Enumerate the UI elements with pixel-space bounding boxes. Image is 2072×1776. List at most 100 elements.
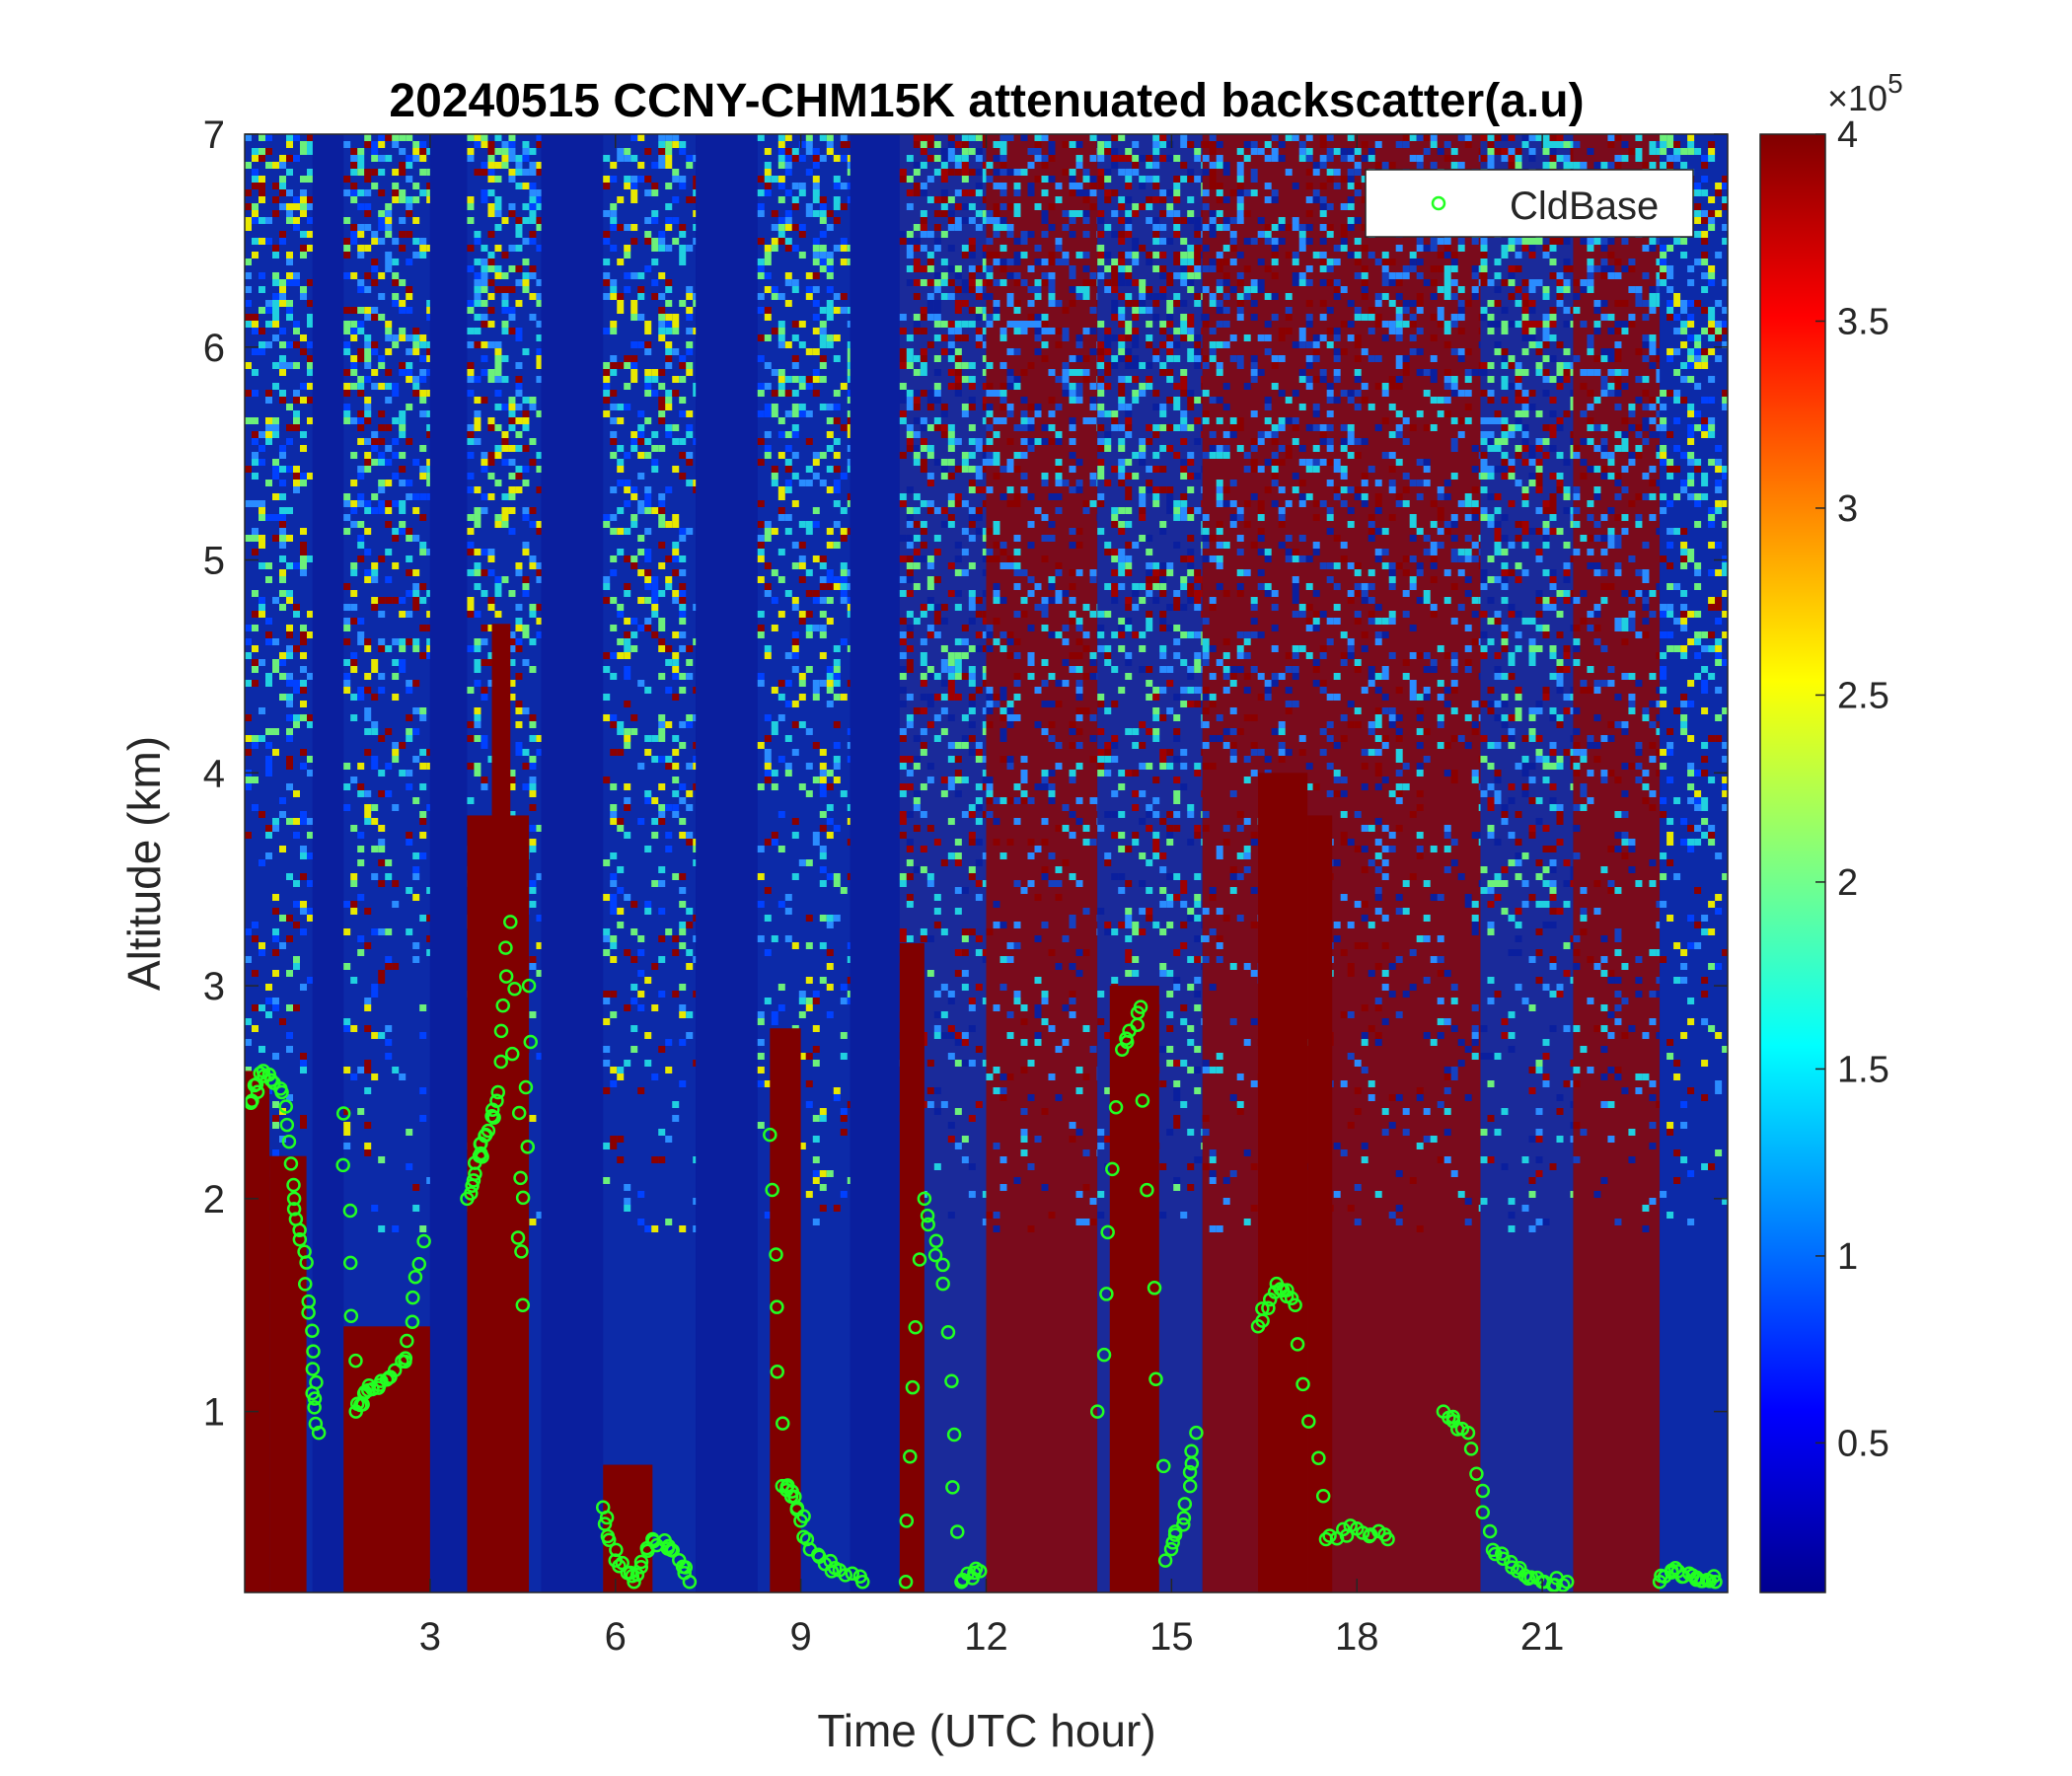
noise-pixel <box>272 1122 279 1129</box>
noise-pixel <box>343 673 351 680</box>
noise-pixel <box>536 562 544 569</box>
noise-pixel <box>1048 176 1056 183</box>
noise-pixel <box>764 535 772 542</box>
noise-pixel <box>350 196 358 203</box>
noise-pixel <box>764 763 772 770</box>
noise-pixel <box>1132 259 1140 265</box>
noise-pixel <box>259 562 265 569</box>
noise-pixel <box>624 618 631 625</box>
noise-pixel <box>771 569 778 576</box>
noise-pixel <box>378 597 386 604</box>
noise-pixel <box>1139 286 1147 293</box>
noise-pixel <box>272 970 279 977</box>
noise-pixel <box>603 369 611 376</box>
noise-pixel <box>947 445 955 452</box>
noise-pixel <box>1125 272 1133 279</box>
noise-pixel <box>1187 839 1195 846</box>
noise-pixel <box>1062 590 1070 597</box>
noise-pixel <box>1062 362 1070 369</box>
noise-pixel <box>474 507 481 514</box>
noise-pixel <box>1020 1149 1028 1156</box>
noise-pixel <box>1180 576 1188 583</box>
noise-pixel <box>777 148 785 155</box>
noise-pixel <box>679 410 687 417</box>
noise-pixel <box>252 210 259 217</box>
noise-pixel <box>1146 362 1153 369</box>
noise-pixel <box>1236 300 1244 307</box>
noise-pixel <box>805 1053 813 1060</box>
noise-pixel <box>357 949 365 956</box>
noise-pixel <box>1180 410 1188 417</box>
noise-pixel <box>933 991 941 998</box>
noise-pixel <box>487 203 495 210</box>
noise-pixel <box>906 390 914 397</box>
noise-pixel <box>672 321 680 328</box>
noise-pixel <box>419 141 427 148</box>
noise-pixel <box>1166 901 1174 908</box>
noise-pixel <box>1062 804 1070 811</box>
noise-pixel <box>906 265 914 272</box>
noise-pixel <box>364 404 372 410</box>
noise-pixel <box>812 148 820 155</box>
noise-pixel <box>610 1136 618 1143</box>
noise-pixel <box>1187 355 1195 362</box>
noise-pixel <box>419 169 427 176</box>
noise-pixel <box>1229 424 1237 431</box>
noise-pixel <box>536 618 544 625</box>
noise-pixel <box>913 355 921 362</box>
noise-pixel <box>522 424 530 431</box>
noise-pixel <box>426 652 434 659</box>
noise-pixel <box>672 735 680 742</box>
noise-pixel <box>265 998 272 1004</box>
noise-pixel <box>1111 811 1119 818</box>
noise-pixel <box>1006 231 1014 238</box>
noise-pixel <box>961 459 969 466</box>
noise-pixel <box>940 507 948 514</box>
noise-pixel <box>536 141 544 148</box>
noise-pixel <box>1069 417 1076 424</box>
noise-pixel <box>1082 1184 1090 1191</box>
noise-pixel <box>252 431 259 438</box>
noise-pixel <box>833 1094 841 1101</box>
noise-pixel <box>1125 970 1133 977</box>
noise-pixel <box>1097 1212 1105 1219</box>
noise-pixel <box>399 521 407 528</box>
noise-pixel <box>1166 763 1174 770</box>
noise-pixel <box>982 279 990 286</box>
noise-pixel <box>968 217 976 224</box>
noise-pixel <box>926 507 934 514</box>
noise-pixel <box>1173 355 1181 362</box>
noise-pixel <box>651 459 659 466</box>
noise-pixel <box>494 355 502 362</box>
noise-pixel <box>819 307 827 314</box>
noise-pixel <box>819 1205 827 1212</box>
noise-pixel <box>982 569 990 576</box>
noise-pixel <box>1216 210 1223 217</box>
noise-pixel <box>350 825 358 832</box>
noise-pixel <box>1097 500 1105 507</box>
noise-pixel <box>481 466 488 473</box>
noise-pixel <box>833 480 841 486</box>
noise-pixel <box>947 141 955 148</box>
noise-pixel <box>624 894 631 901</box>
noise-pixel <box>954 1143 962 1149</box>
noise-pixel <box>371 383 379 390</box>
noise-pixel <box>1034 783 1042 790</box>
noise-pixel <box>961 286 969 293</box>
noise-pixel <box>378 1156 386 1163</box>
noise-pixel <box>419 334 427 341</box>
noise-pixel <box>385 928 393 935</box>
noise-pixel <box>1216 445 1223 452</box>
noise-pixel <box>357 535 365 542</box>
noise-pixel <box>798 991 806 998</box>
noise-pixel <box>300 176 307 183</box>
noise-pixel <box>920 245 927 252</box>
noise-pixel <box>1146 259 1153 265</box>
noise-pixel <box>272 245 279 252</box>
noise-pixel <box>906 770 914 777</box>
noise-pixel <box>968 279 976 286</box>
noise-pixel <box>343 604 351 611</box>
noise-pixel <box>993 169 1000 176</box>
noise-pixel <box>926 231 934 238</box>
noise-pixel <box>1187 252 1195 259</box>
